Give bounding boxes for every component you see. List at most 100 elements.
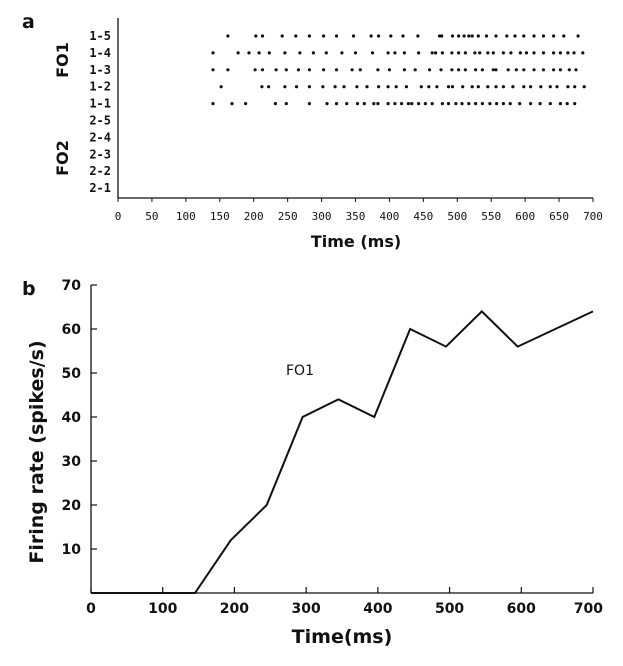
spike-1-3-22 [480,68,484,72]
spike-1-1-18 [417,102,421,106]
group-label-fo1: FO1 [53,42,72,78]
series-line-fo1 [91,309,594,594]
spike-1-1-38 [573,102,577,106]
row-label-1-3: 1-3 [89,63,111,77]
row-label-2-2: 2-2 [89,164,111,178]
spike-1-5-19 [467,34,471,38]
spike-1-1-28 [488,102,492,106]
spike-1-4-21 [463,51,467,55]
spike-1-5-15 [440,34,444,38]
spike-1-1-17 [410,102,414,106]
spike-1-5-4 [294,34,298,38]
spike-1-4-23 [478,51,482,55]
spike-1-3-21 [474,68,478,72]
spike-1-4-19 [450,51,454,55]
series-annotation-fo1: FO1 [286,363,314,379]
spike-1-2-6 [321,85,325,89]
spike-1-2-15 [419,85,423,89]
panel-a-letter: a [22,11,35,33]
rate-y-tick-10: 10 [62,542,82,558]
spike-1-4-31 [541,51,546,55]
spike-1-4-25 [491,51,495,55]
spike-1-5-2 [260,34,265,38]
raster-x-axis-label: Time (ms) [311,232,401,251]
raster-spikes [211,34,586,106]
spike-1-4-30 [532,51,536,55]
raster-x-tick-50: 50 [145,210,158,223]
spike-1-4-34 [566,51,570,55]
spike-1-1-10 [362,102,366,106]
rate-x-tick-0: 0 [86,601,96,617]
spike-1-1-26 [474,102,478,106]
spike-1-3-32 [567,68,571,72]
spike-1-4-18 [440,51,444,55]
spike-1-2-19 [450,85,455,89]
raster-x-ticks: 0 50 100 150 200 250 300 350 400 450 500 550 600 650 7… [115,198,603,223]
rate-y-axis-label: Firing rate (spikes/s) [26,340,48,563]
spike-1-4-27 [509,51,513,55]
raster-x-tick-350: 350 [346,210,366,223]
spike-1-3-8 [322,68,326,72]
spike-1-4-11 [370,51,375,55]
spike-1-2-7 [333,85,337,89]
spike-1-1-6 [325,102,329,106]
spike-1-1-35 [548,102,552,106]
spike-1-4-33 [558,51,563,55]
spike-1-3-26 [514,68,518,72]
raster-x-tick-0: 0 [115,210,122,223]
spike-1-3-12 [376,68,380,72]
spike-1-4-22 [473,51,477,55]
spike-1-1-8 [345,102,349,106]
spike-1-3-9 [334,68,339,72]
spike-1-5-7 [334,34,339,38]
spike-1-3-2 [253,68,257,72]
spike-1-3-0 [211,68,215,72]
spike-1-2-26 [511,85,515,89]
spike-1-1-20 [430,102,434,106]
spike-1-5-20 [470,34,474,38]
spike-1-2-24 [494,85,498,89]
spike-1-1-11 [372,102,376,106]
spike-1-1-21 [440,102,444,106]
spike-1-1-37 [565,102,569,106]
spike-1-1-22 [446,102,451,106]
spike-1-3-11 [358,68,362,72]
spike-1-3-4 [274,68,278,72]
rate-y-tick-50: 50 [62,366,82,382]
spike-1-4-16 [430,51,434,55]
spike-1-1-4 [284,102,288,106]
spike-1-2-10 [365,85,369,89]
spike-1-2-0 [219,85,223,89]
spike-1-5-10 [377,34,381,38]
spike-1-5-29 [552,34,556,38]
row-label-2-3: 2-3 [89,147,111,161]
spike-1-2-28 [529,85,533,89]
spike-1-5-28 [541,34,546,38]
spike-1-5-5 [307,34,311,38]
spike-1-5-13 [416,34,420,38]
spike-1-5-9 [369,34,373,38]
rate-y-tick-20: 20 [62,498,82,514]
spike-1-3-25 [506,68,510,72]
spike-1-4-13 [393,51,397,55]
spike-1-2-18 [446,85,451,89]
spike-1-1-2 [244,102,248,106]
raster-x-tick-100: 100 [176,210,196,223]
spike-1-2-5 [307,85,311,89]
spike-1-4-36 [581,51,585,55]
spike-1-1-25 [467,102,471,106]
rate-y-tick-30: 30 [62,454,82,470]
spike-1-5-17 [457,34,461,38]
spike-1-3-18 [450,68,454,72]
spike-1-2-1 [260,85,264,89]
spike-1-3-3 [260,68,265,72]
spike-1-1-14 [393,102,397,106]
spike-1-3-1 [226,68,230,72]
spike-1-3-15 [413,68,417,72]
spike-1-2-12 [386,85,390,89]
spike-1-5-31 [576,34,580,38]
spike-1-2-3 [283,85,287,89]
row-label-1-1: 1-1 [89,97,111,111]
raster-x-tick-200: 200 [244,210,264,223]
spike-1-3-19 [457,68,461,72]
